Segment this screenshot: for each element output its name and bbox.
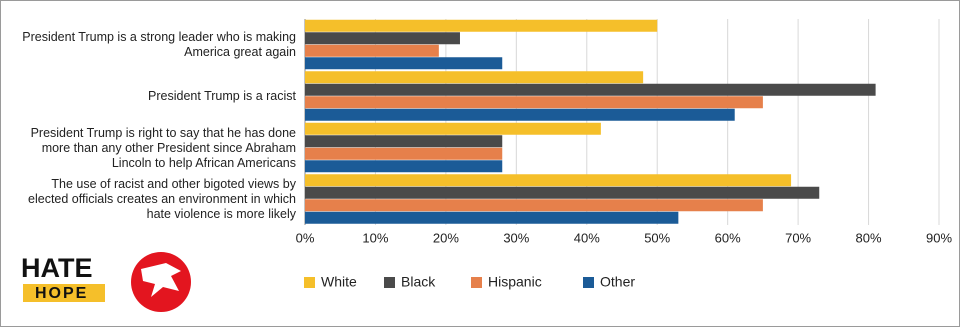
x-tick-label: 70% xyxy=(785,230,811,245)
bar xyxy=(305,211,679,224)
bar xyxy=(305,186,820,199)
legend-label: Black xyxy=(401,274,436,290)
bar xyxy=(305,44,439,57)
bar xyxy=(305,83,876,96)
bar xyxy=(305,147,503,160)
bar xyxy=(305,108,735,121)
x-tick-label: 0% xyxy=(296,230,315,245)
legend-label: Other xyxy=(600,274,635,290)
bar xyxy=(305,174,792,187)
logo-band xyxy=(23,284,105,302)
legend-swatch xyxy=(304,277,315,288)
bar xyxy=(305,122,601,135)
bar xyxy=(305,135,503,148)
eagle-logo xyxy=(131,252,191,312)
bar xyxy=(305,160,503,173)
category-label: President Trump is right to say that he … xyxy=(30,125,296,170)
x-tick-label: 10% xyxy=(362,230,388,245)
category-label: President Trump is a strong leader who i… xyxy=(22,30,296,59)
bar xyxy=(305,57,503,70)
x-tick-label: 40% xyxy=(574,230,600,245)
category-label: President Trump is a racist xyxy=(148,89,296,103)
x-tick-label: 30% xyxy=(503,230,529,245)
legend-swatch xyxy=(384,277,395,288)
legend-label: White xyxy=(321,274,357,290)
logo-hate: HATE xyxy=(21,253,93,283)
bar xyxy=(305,199,763,212)
bar xyxy=(305,96,763,109)
hate-hope-logo: HATE HOPE xyxy=(21,253,105,302)
category-label: The use of racist and other bigoted view… xyxy=(28,177,296,221)
legend-swatch xyxy=(471,277,482,288)
x-tick-label: 50% xyxy=(644,230,670,245)
x-tick-label: 80% xyxy=(856,230,882,245)
logo-eagle xyxy=(141,263,181,297)
logo-hope: HOPE xyxy=(35,285,88,302)
bar xyxy=(305,71,644,84)
bar xyxy=(305,19,658,32)
legend-swatch xyxy=(583,277,594,288)
legend-label: Hispanic xyxy=(488,274,542,290)
x-tick-label: 90% xyxy=(926,230,952,245)
x-tick-label: 20% xyxy=(433,230,459,245)
bar xyxy=(305,32,460,45)
x-tick-label: 60% xyxy=(715,230,741,245)
